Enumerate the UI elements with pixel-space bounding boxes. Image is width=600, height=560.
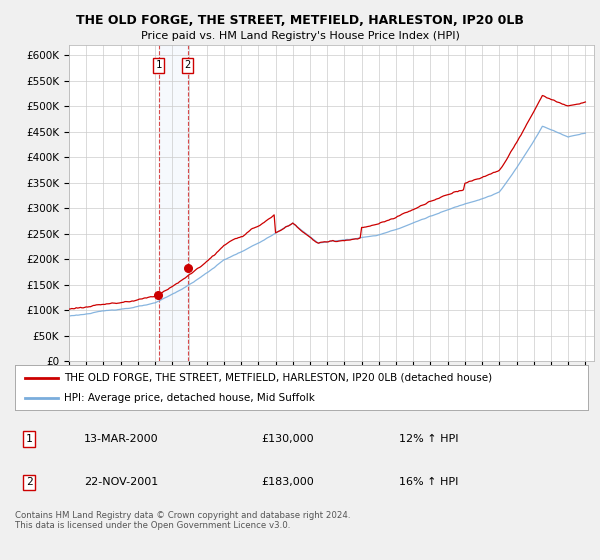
Text: 12% ↑ HPI: 12% ↑ HPI: [399, 434, 458, 444]
Text: THE OLD FORGE, THE STREET, METFIELD, HARLESTON, IP20 0LB (detached house): THE OLD FORGE, THE STREET, METFIELD, HAR…: [64, 372, 492, 382]
Text: Contains HM Land Registry data © Crown copyright and database right 2024.
This d: Contains HM Land Registry data © Crown c…: [15, 511, 350, 530]
Text: Price paid vs. HM Land Registry's House Price Index (HPI): Price paid vs. HM Land Registry's House …: [140, 31, 460, 41]
Text: 13-MAR-2000: 13-MAR-2000: [84, 434, 158, 444]
Bar: [158, 45, 188, 361]
Text: THE OLD FORGE, THE STREET, METFIELD, HARLESTON, IP20 0LB: THE OLD FORGE, THE STREET, METFIELD, HAR…: [76, 14, 524, 27]
Text: 2: 2: [26, 477, 33, 487]
Text: £183,000: £183,000: [262, 477, 314, 487]
Text: £130,000: £130,000: [262, 434, 314, 444]
Text: 2: 2: [185, 60, 191, 70]
Text: 16% ↑ HPI: 16% ↑ HPI: [399, 477, 458, 487]
Text: 1: 1: [155, 60, 161, 70]
Text: 1: 1: [26, 434, 33, 444]
Text: 22-NOV-2001: 22-NOV-2001: [84, 477, 158, 487]
Text: HPI: Average price, detached house, Mid Suffolk: HPI: Average price, detached house, Mid …: [64, 393, 314, 403]
